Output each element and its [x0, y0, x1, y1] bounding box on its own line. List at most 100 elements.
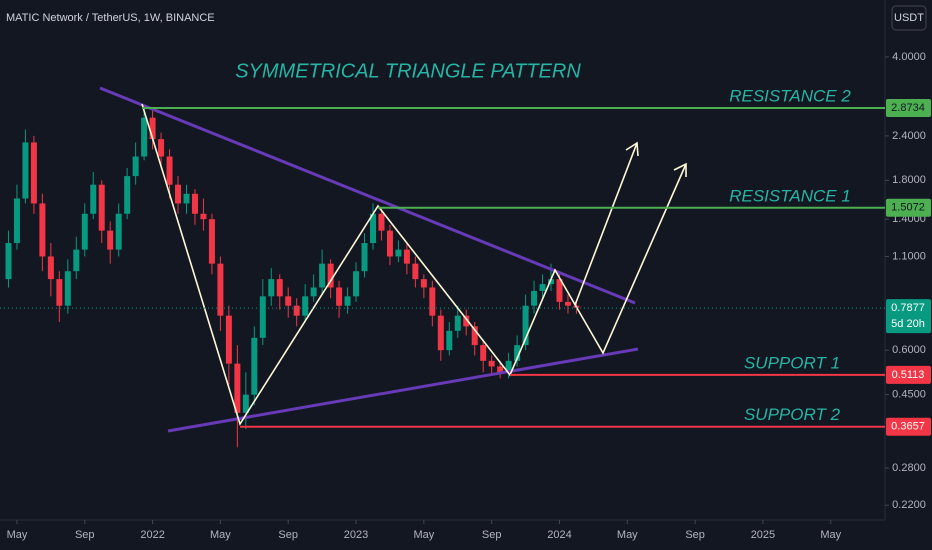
candle-body [191, 193, 198, 214]
level-price-box [886, 198, 931, 217]
candles [5, 105, 580, 448]
candle-body [556, 279, 563, 302]
candle-body [344, 296, 351, 306]
candle-body [386, 230, 393, 257]
x-tick-label: May [7, 529, 28, 541]
candle-body [497, 366, 504, 373]
candle-body [429, 287, 436, 316]
candle-body [514, 345, 521, 361]
candle-body [285, 296, 292, 306]
candle-body [327, 263, 334, 288]
candle-body [480, 345, 487, 361]
candle-body [488, 360, 495, 367]
level-price: 1.5072 [891, 202, 925, 214]
level-name: RESISTANCE 1 [729, 186, 851, 205]
candle-body [5, 243, 12, 280]
y-tick-label: 0.4500 [892, 389, 926, 401]
candle-body [522, 305, 529, 346]
x-tick-label: Sep [278, 529, 298, 541]
candle-body [319, 263, 326, 288]
pattern-title: SYMMETRICAL TRIANGLE PATTERN [235, 60, 581, 82]
candle-body [548, 279, 555, 285]
candle-body [276, 279, 283, 297]
candle-body [183, 193, 190, 204]
candle-body [539, 284, 546, 291]
countdown: 5d 20h [891, 318, 925, 330]
candle-body [242, 394, 249, 413]
level-name: SUPPORT 1 [744, 353, 840, 372]
candle-body [234, 363, 241, 413]
x-tick-label: Sep [685, 529, 705, 541]
candle-body [158, 139, 165, 157]
y-tick-label: 1.8000 [892, 174, 926, 186]
candle-body [463, 315, 470, 327]
x-tick-label: May [210, 529, 231, 541]
symbol-title: MATIC Network / TetherUS, 1W, BINANCE [6, 12, 215, 24]
candle-body [73, 249, 80, 272]
level-price-box [886, 99, 931, 118]
x-tick-label: May [820, 529, 841, 541]
candle-body [564, 301, 571, 306]
candle-body [310, 287, 317, 297]
level-price-box [886, 365, 931, 384]
arrow-line [574, 142, 638, 306]
candle-body [124, 176, 131, 214]
y-tick-label: 2.4000 [892, 130, 926, 142]
candle-body [115, 213, 122, 250]
triangle-lower [167, 347, 639, 433]
candle-body [353, 271, 360, 297]
candle-body [175, 184, 182, 204]
currency[interactable]: USDT [894, 12, 924, 24]
level-name: RESISTANCE 2 [729, 87, 851, 106]
candle-body [251, 337, 258, 395]
candle-body [107, 230, 114, 250]
candle-body [361, 243, 368, 272]
y-tick-label: 1.1000 [892, 250, 926, 262]
arrow-head [673, 162, 687, 177]
candle-body [90, 184, 97, 214]
last-price-box [886, 299, 931, 334]
triangle-upper [99, 86, 636, 305]
candle-body [420, 279, 427, 288]
level-price: 0.3657 [891, 421, 925, 433]
candle-body [149, 117, 156, 140]
candle-body [471, 326, 478, 346]
candle-body [208, 219, 215, 264]
x-tick-label: Sep [482, 529, 502, 541]
candle-body [302, 296, 309, 316]
candle-body [446, 330, 453, 351]
candle-body [22, 142, 29, 199]
candle-body [454, 315, 461, 331]
candle-body [13, 198, 20, 244]
level-price: 2.8734 [891, 102, 925, 114]
candle-body [293, 305, 300, 316]
candle-body [98, 184, 105, 231]
candle-body [56, 279, 63, 306]
x-tick-label: 2024 [547, 529, 571, 541]
x-tick-label: 2023 [344, 529, 368, 541]
candle-body [166, 156, 173, 185]
candle-body [505, 360, 512, 373]
candle-body [30, 142, 37, 204]
candle-body [531, 290, 538, 306]
candle-body [403, 249, 410, 264]
x-tick-label: May [617, 529, 638, 541]
candle-body [132, 156, 139, 177]
currency-box[interactable] [891, 5, 927, 31]
candle-body [200, 213, 207, 220]
x-tick-label: May [413, 529, 434, 541]
y-tick-label: 0.6000 [892, 344, 926, 356]
x-tick-label: Sep [75, 529, 95, 541]
candle-body [378, 213, 385, 231]
x-tick-label: 2022 [140, 529, 164, 541]
x-tick-label: 2025 [751, 529, 775, 541]
candle-body [47, 256, 54, 280]
last-price: 0.7877 [891, 302, 925, 314]
candle-body [369, 213, 376, 244]
candle-body [64, 271, 71, 306]
y-tick-label: 4.0000 [892, 51, 926, 63]
candle-body [336, 287, 343, 306]
